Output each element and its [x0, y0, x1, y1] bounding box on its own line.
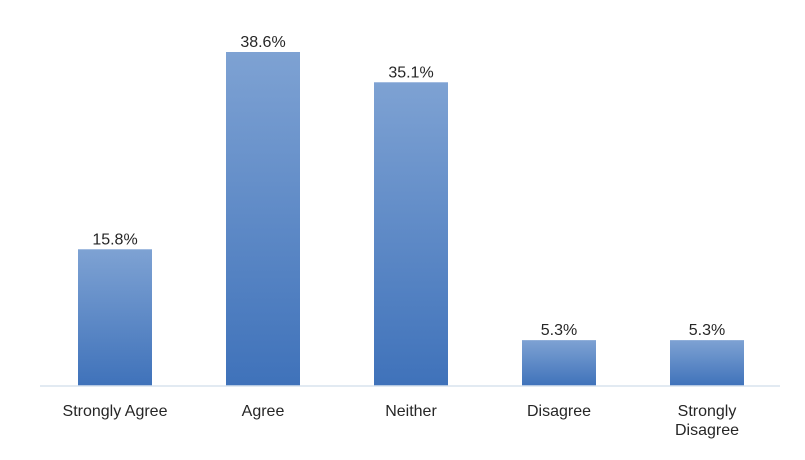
bar-3	[522, 340, 596, 386]
x-tick-label-2: Neither	[385, 403, 437, 420]
data-label-4: 5.3%	[689, 322, 725, 339]
bars-group	[78, 52, 744, 386]
x-tick-label-3: Disagree	[527, 403, 591, 420]
x-tick-labels-group: Strongly Agree Agree Neither Disagree Strong…	[63, 403, 740, 439]
data-label-2: 35.1%	[388, 64, 433, 81]
data-label-1: 38.6%	[240, 34, 285, 51]
data-label-0: 15.8%	[92, 231, 137, 248]
bar-1	[226, 52, 300, 386]
bar-4	[670, 340, 744, 386]
x-tick-label-4: Strongly Disagree	[675, 403, 739, 439]
x-tick-label-1: Agree	[242, 403, 285, 420]
bar-2	[374, 82, 448, 386]
bar-0	[78, 249, 152, 386]
data-label-3: 5.3%	[541, 322, 577, 339]
data-labels-group: 15.8% 38.6% 35.1% 5.3% 5.3%	[92, 34, 725, 339]
x-tick-label-0: Strongly Agree	[63, 403, 168, 420]
